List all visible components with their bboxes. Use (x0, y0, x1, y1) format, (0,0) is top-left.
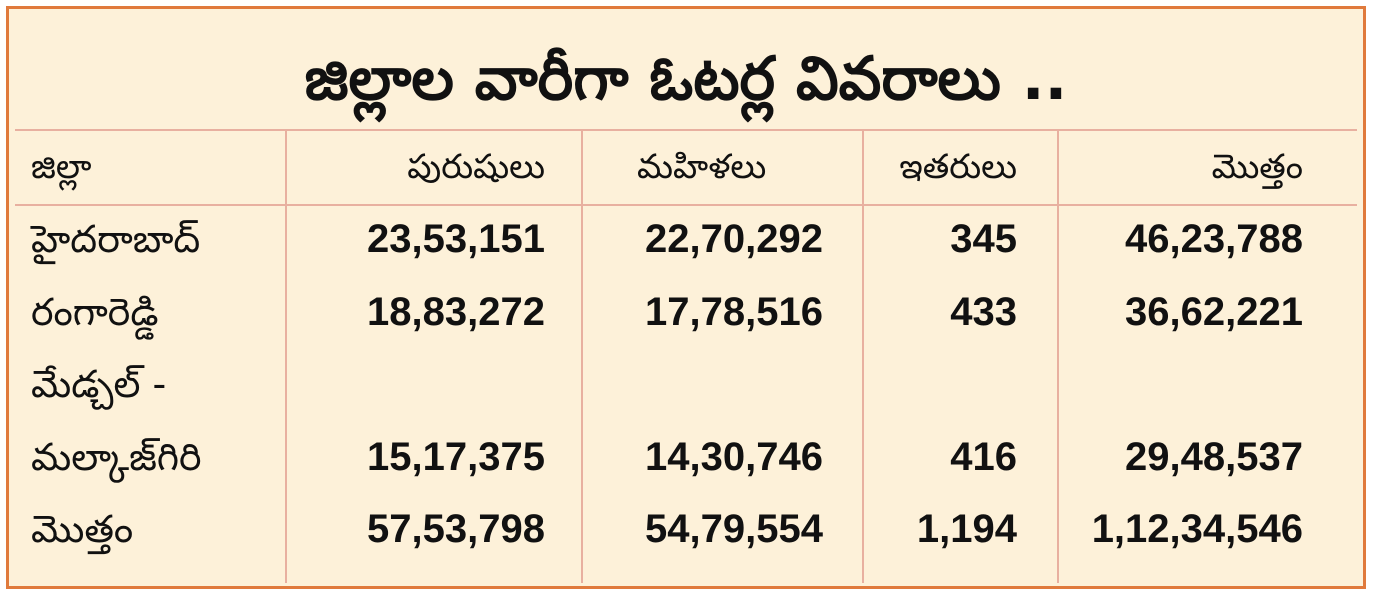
men-count: 18,83,272 (367, 290, 545, 334)
total-count: 46,23,788 (1125, 217, 1303, 261)
others-count: 1,194 (916, 507, 1017, 551)
others-count: 345 (950, 217, 1017, 261)
header-others: ఇతరులు (899, 147, 1017, 187)
men-count: 57,53,798 (367, 507, 545, 551)
men-count: 15,17,375 (367, 435, 545, 479)
district-name: హైదరాబాద్ (31, 217, 201, 261)
district-name: రంగారెడ్డి (31, 290, 159, 334)
table-title: జిల్లాల వారీగా ఓటర్ల వివరాలు .. (304, 44, 1068, 114)
header-top-rule (15, 129, 1357, 131)
total-count: 29,48,537 (1125, 435, 1303, 479)
district-name: మేడ్చల్ - (31, 362, 167, 406)
header-bottom-rule (15, 204, 1357, 206)
total-count: 36,62,221 (1125, 290, 1303, 334)
total-count: 1,12,34,546 (1091, 507, 1303, 551)
others-count: 433 (950, 290, 1017, 334)
total-row-label: మొత్తం (31, 507, 134, 551)
district-name-continued: మల్కాజ్‌గిరి (31, 435, 202, 479)
others-count: 416 (950, 435, 1017, 479)
header-total: మొత్తం (1211, 147, 1303, 187)
header-women: మహిళలు (637, 147, 767, 187)
column-divider (862, 131, 864, 583)
women-count: 54,79,554 (645, 507, 823, 551)
voters-table-card: జిల్లాల వారీగా ఓటర్ల వివరాలు .. జిల్లా ప… (6, 6, 1366, 589)
column-divider (581, 131, 583, 583)
column-divider (285, 131, 287, 583)
header-men: పురుషులు (407, 147, 545, 187)
men-count: 23,53,151 (367, 217, 545, 261)
column-divider (1057, 131, 1059, 583)
women-count: 14,30,746 (645, 435, 823, 479)
header-district: జిల్లా (31, 147, 92, 187)
women-count: 22,70,292 (645, 217, 823, 261)
women-count: 17,78,516 (645, 290, 823, 334)
